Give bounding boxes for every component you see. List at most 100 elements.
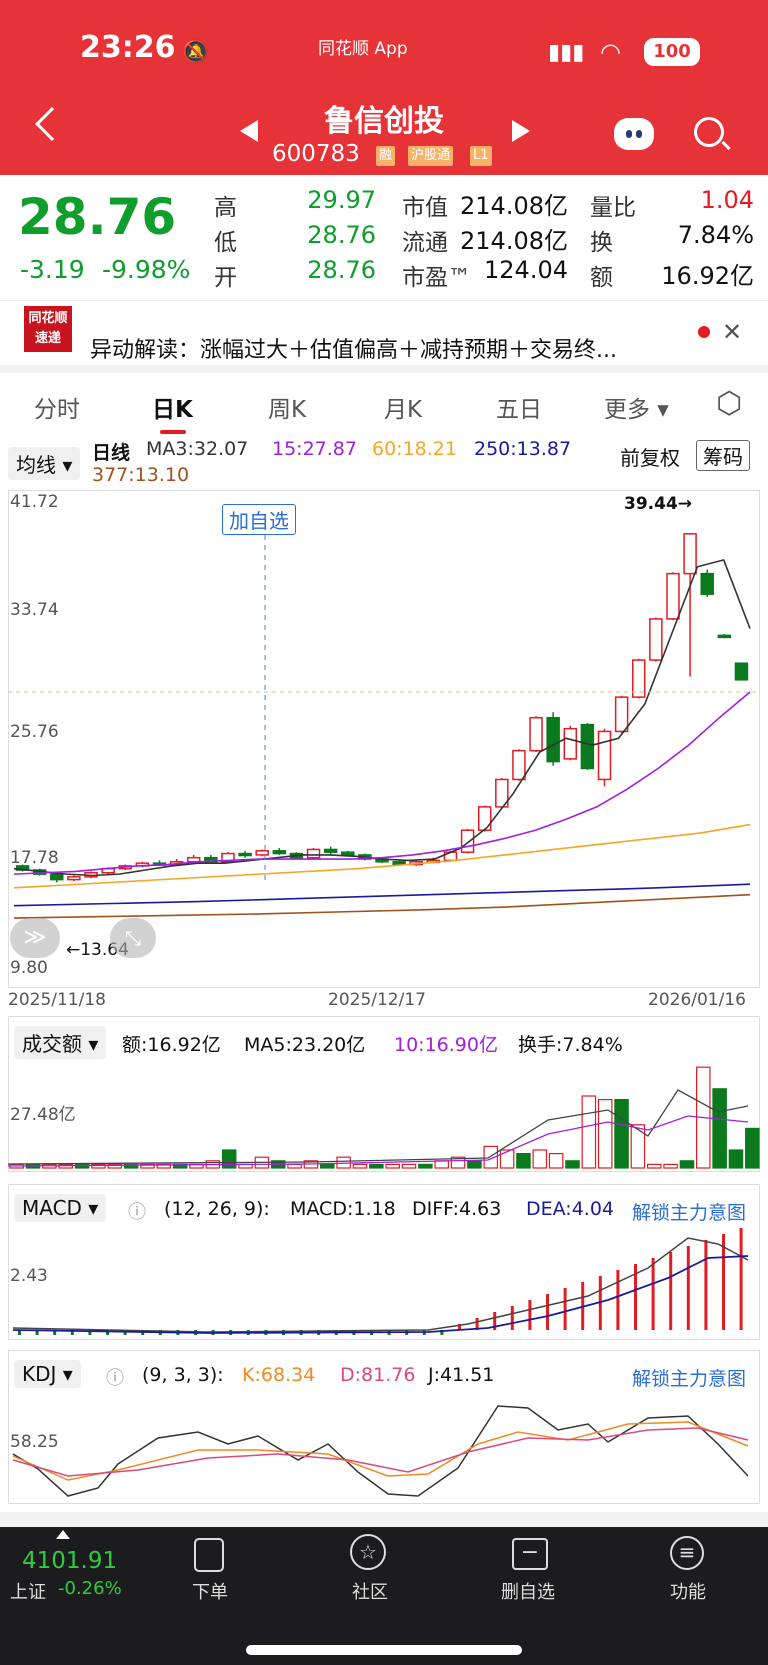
macd-bar — [634, 1264, 637, 1330]
unread-dot — [698, 326, 710, 338]
candle-body — [529, 716, 543, 752]
next-stock-icon[interactable] — [512, 120, 530, 142]
kdj-dropdown[interactable]: KDJ ▾ — [14, 1360, 81, 1388]
battery-icon: 100 — [644, 38, 700, 66]
macd-bar — [722, 1234, 725, 1330]
kdj-chart[interactable] — [8, 1384, 760, 1504]
macd-params: (12, 26, 9): — [164, 1198, 270, 1220]
news-text[interactable]: 异动解读：涨幅过大＋估值偏高＋减持预期＋交易终... — [90, 338, 617, 363]
separator — [0, 1512, 768, 1527]
macd-bar — [651, 1258, 655, 1330]
macd-unlock-link[interactable]: 解锁主力意图 — [632, 1202, 747, 1224]
index-value[interactable]: 4101.91 — [22, 1548, 118, 1574]
candle-body — [700, 572, 714, 595]
kline-period: 日线 — [92, 442, 131, 464]
function-menu-icon[interactable]: ≡ — [670, 1536, 704, 1570]
prev-stock-icon[interactable] — [240, 120, 258, 142]
order-icon[interactable] — [194, 1538, 224, 1572]
macd-diff-line — [12, 1237, 749, 1333]
volume-chart[interactable] — [8, 1050, 760, 1172]
kline-chart-frame[interactable] — [8, 490, 760, 988]
ytick-4: 9.80 — [10, 958, 48, 978]
macd-frame[interactable] — [8, 1184, 760, 1340]
expand-icon[interactable]: ⤡ — [110, 918, 156, 958]
turn-value: 7.84% — [677, 221, 754, 249]
kline-chart[interactable] — [8, 490, 760, 988]
amt-value: 16.92亿 — [661, 262, 754, 290]
tab-more[interactable]: 更多 ▾ — [604, 397, 669, 423]
volume-bar — [646, 1163, 662, 1169]
search-icon[interactable] — [694, 117, 724, 147]
tab-weekly[interactable]: 周K — [268, 397, 307, 423]
close-icon[interactable]: ✕ — [722, 318, 743, 346]
macd-bar — [546, 1294, 549, 1330]
nav-order[interactable]: 下单 — [192, 1582, 228, 1603]
volume-ma10: 10:16.90亿 — [394, 1034, 498, 1056]
volume-turnover: 换手:7.84% — [518, 1034, 623, 1056]
candle-body — [597, 730, 612, 781]
volume-bar — [565, 1160, 580, 1169]
change-value: -3.19 — [20, 255, 85, 284]
pe-label: 市盈™ — [402, 265, 471, 291]
tab-intraday[interactable]: 分时 — [34, 397, 80, 423]
volume-dropdown[interactable]: 成交额 ▾ — [14, 1026, 107, 1059]
tag-connect: 沪股通 — [408, 146, 454, 166]
volume-bar — [352, 1163, 368, 1169]
macd-bar — [53, 1330, 57, 1335]
expand-up-icon[interactable] — [56, 1530, 70, 1539]
ma-dropdown[interactable]: 均线 ▾ — [8, 447, 81, 480]
collapse-icon[interactable]: ≫ — [10, 918, 60, 958]
news-logo: 同花顺 速递 — [24, 306, 72, 352]
ma15-line — [13, 691, 751, 875]
macd-chart[interactable] — [8, 1218, 760, 1340]
macd-bar — [35, 1330, 39, 1335]
volume-bar — [728, 1149, 744, 1169]
volume-bar — [467, 1160, 482, 1169]
volume-bar — [140, 1163, 155, 1169]
volume-bar — [614, 1098, 629, 1169]
add-watch-tag[interactable]: 加自选 — [222, 504, 296, 535]
assistant-robot-icon[interactable] — [614, 118, 654, 150]
chips-button[interactable]: 筹码 — [696, 440, 750, 471]
news-banner[interactable] — [0, 300, 768, 360]
ma15-value: 15:27.87 — [272, 438, 357, 460]
macd-dropdown[interactable]: MACD ▾ — [14, 1194, 107, 1222]
help-icon[interactable]: ⓘ — [128, 1202, 146, 1223]
candle-body — [512, 749, 526, 781]
macd-bar — [458, 1324, 461, 1330]
macd-bar — [598, 1276, 602, 1330]
tab-monthly[interactable]: 月K — [384, 397, 423, 423]
macd-bar — [686, 1246, 690, 1330]
volume-bar — [369, 1163, 384, 1169]
kdj-unlock-link[interactable]: 解锁主力意图 — [632, 1368, 747, 1390]
open-label: 开 — [214, 265, 237, 291]
candle-body — [341, 851, 355, 856]
candle-body — [255, 850, 269, 856]
date-start: 2025/11/18 — [8, 990, 106, 1010]
volume-frame[interactable] — [8, 1016, 760, 1172]
volume-bar — [320, 1163, 335, 1169]
candle-body — [546, 716, 560, 763]
tab-5day[interactable]: 五日 — [496, 397, 542, 423]
low-label: 低 — [214, 230, 237, 256]
pe-value: 124.04 — [484, 256, 568, 284]
macd-bar — [739, 1228, 743, 1330]
date-end: 2026/01/16 — [648, 990, 746, 1010]
nav-community[interactable]: 社区 — [352, 1582, 388, 1603]
candle-body — [67, 876, 81, 881]
remove-watch-icon[interactable]: − — [512, 1538, 548, 1570]
help-icon[interactable]: ⓘ — [106, 1368, 124, 1389]
adjust-label[interactable]: 前复权 — [620, 446, 680, 470]
nav-remove-watch[interactable]: 删自选 — [501, 1582, 555, 1603]
volume-ma10-line — [8, 1115, 749, 1167]
settings-hexagon-icon[interactable]: ⬡ — [716, 386, 743, 421]
kdj-j: J:41.51 — [428, 1364, 495, 1386]
community-star-icon[interactable]: ☆ — [350, 1534, 386, 1570]
volume-bar — [221, 1149, 237, 1169]
tab-daily[interactable]: 日K — [152, 397, 193, 423]
candle-body — [323, 848, 338, 853]
kdj-frame[interactable] — [8, 1350, 760, 1504]
index-pct: -0.26% — [58, 1578, 122, 1599]
float-label: 流通 — [402, 230, 448, 256]
nav-function[interactable]: 功能 — [670, 1582, 706, 1603]
